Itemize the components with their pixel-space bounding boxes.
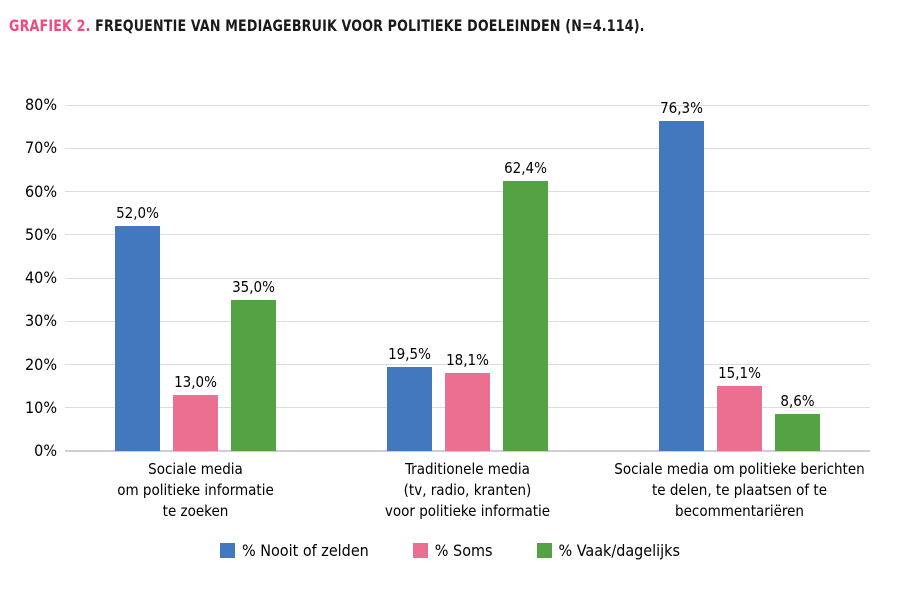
legend-label: % Vaak/dagelijks xyxy=(558,541,680,560)
gridline xyxy=(65,364,870,365)
bar-value-label: 19,5% xyxy=(388,344,431,363)
bar-value-label: 76,3% xyxy=(660,99,703,118)
y-axis-tick-label: 20% xyxy=(25,354,57,374)
legend-item-vaak-dagelijks: % Vaak/dagelijks xyxy=(536,541,680,560)
bar-value-label: 15,1% xyxy=(718,363,761,382)
legend-label: % Soms xyxy=(434,541,493,560)
bar-vaak-dagelijks-group1 xyxy=(231,299,276,451)
y-axis-tick-label: 30% xyxy=(25,311,57,331)
legend-item-nooit-of-zelden: % Nooit of zelden xyxy=(219,541,369,560)
y-axis-tick-label: 40% xyxy=(25,268,57,287)
plot-area: 52,0% 13,0% 35,0% 19,5% 18,1% 62,4% 76,3% 15,1%… xyxy=(65,99,870,452)
x-axis-line xyxy=(65,450,870,452)
gridline xyxy=(65,320,870,322)
gridline xyxy=(65,147,870,149)
bar-value-label: 8,6% xyxy=(780,391,815,410)
category-label-2: Traditionele media (tv, radio, kranten) … xyxy=(384,460,551,520)
y-axis-tick-label: 80% xyxy=(25,95,57,114)
y-axis-tick-label: 60% xyxy=(25,181,57,201)
bar-value-label: 18,1% xyxy=(446,350,489,369)
chart-title-prefix: GRAFIEK 2. xyxy=(9,16,91,35)
y-axis-tick-label: 0% xyxy=(34,441,57,460)
gridline xyxy=(65,234,870,236)
category-label-3: Sociale media om politieke berichten te … xyxy=(614,460,865,520)
bar-soms-group3 xyxy=(717,385,762,451)
bar-nooit-of-zelden-group3 xyxy=(659,121,704,451)
gridline xyxy=(65,277,870,279)
legend-swatch-nooit-of-zelden xyxy=(219,543,235,558)
legend-swatch-vaak-dagelijks xyxy=(536,543,552,558)
y-axis-tick-label: 50% xyxy=(25,224,57,244)
bar-value-label: 13,0% xyxy=(174,372,217,391)
bar-nooit-of-zelden-group2 xyxy=(387,366,432,451)
bar-vaak-dagelijks-group3 xyxy=(775,413,820,451)
chart-title-text: FREQUENTIE VAN MEDIAGEBRUIK VOOR POLITIE… xyxy=(90,16,645,35)
bar-value-label: 62,4% xyxy=(504,159,547,178)
category-label-1: Sociale media om politieke informatie te… xyxy=(117,460,274,520)
bar-value-label: 52,0% xyxy=(116,204,159,223)
y-axis-tick-label: 10% xyxy=(25,397,57,417)
bar-soms-group1 xyxy=(173,394,218,451)
legend-label: % Nooit of zelden xyxy=(241,541,369,560)
bar-nooit-of-zelden-group1 xyxy=(115,226,160,451)
bar-vaak-dagelijks-group2 xyxy=(503,181,548,451)
bar-soms-group2 xyxy=(445,372,490,451)
legend: % Nooit of zelden % Soms % Vaak/dagelijks xyxy=(0,541,900,560)
gridline xyxy=(65,191,870,192)
gridline xyxy=(65,104,870,106)
legend-item-soms: % Soms xyxy=(412,541,493,560)
legend-swatch-soms xyxy=(412,543,428,558)
y-axis-tick-label: 70% xyxy=(25,138,57,158)
bar-value-label: 35,0% xyxy=(232,277,275,296)
chart-title: GRAFIEK 2. FREQUENTIE VAN MEDIAGEBRUIK V… xyxy=(9,16,645,35)
